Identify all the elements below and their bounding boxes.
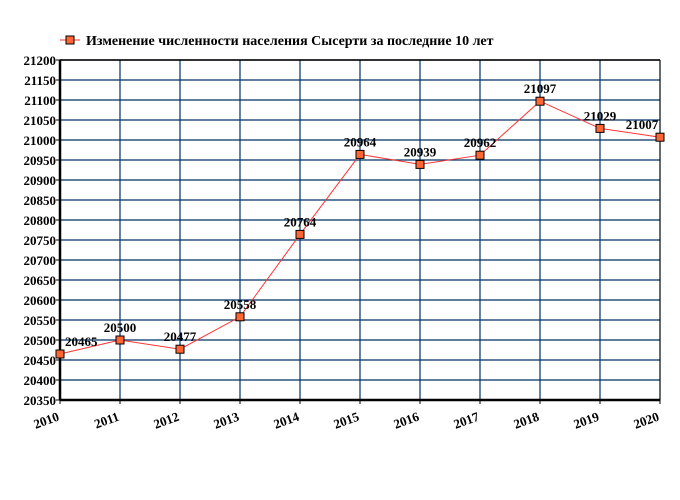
y-tick-label: 21150 (24, 73, 56, 88)
y-tick-label: 20950 (24, 153, 57, 168)
data-point-marker (415, 159, 425, 169)
y-tick-label: 20800 (24, 213, 57, 228)
x-tick-label: 2012 (151, 409, 181, 432)
data-point-marker (355, 149, 365, 159)
y-tick-label: 20850 (24, 193, 57, 208)
data-label: 21097 (524, 81, 557, 96)
y-tick-label: 20500 (24, 333, 57, 348)
x-axis-ticks: 2010 2011 2012 2013 2014 2015 2016 2017 2018 2019… (31, 409, 661, 432)
y-tick-label: 20650 (24, 273, 57, 288)
data-label: 20558 (224, 297, 257, 312)
y-tick-label: 20550 (24, 313, 57, 328)
x-tick-label: 2019 (571, 409, 601, 432)
x-tick-label: 2016 (391, 409, 421, 432)
data-label: 20964 (344, 134, 377, 149)
y-tick-label: 20350 (24, 393, 57, 408)
y-tick-label: 20450 (24, 353, 57, 368)
y-tick-label: 20900 (24, 173, 57, 188)
y-tick-label: 20400 (24, 373, 57, 388)
legend-label: Изменение численности населения Сысерти … (86, 34, 494, 49)
data-label: 20939 (404, 144, 437, 159)
legend-marker (65, 35, 75, 45)
x-tick-label: 2020 (631, 409, 661, 432)
y-tick-label: 21100 (24, 93, 56, 108)
x-tick-label: 2017 (451, 409, 481, 432)
data-point-marker (295, 229, 305, 239)
data-point-marker (595, 123, 605, 133)
data-label: 20500 (104, 320, 137, 335)
x-tick-label: 2014 (271, 409, 301, 432)
y-tick-label: 20750 (24, 233, 57, 248)
series (55, 96, 665, 359)
data-label: 21029 (584, 108, 617, 123)
data-label: 20477 (164, 329, 197, 344)
data-point-marker (55, 349, 65, 359)
legend: Изменение численности населения Сысерти … (60, 34, 494, 49)
y-tick-label: 21000 (24, 133, 57, 148)
x-tick-label: 2018 (511, 409, 541, 432)
data-point-marker (475, 150, 485, 160)
data-point-marker (535, 96, 545, 106)
x-tick-label: 2015 (331, 409, 361, 432)
data-point-marker (655, 132, 665, 142)
data-label: 20465 (65, 334, 98, 349)
data-label: 20764 (284, 214, 317, 229)
data-label: 21007 (626, 117, 659, 132)
data-label: 20962 (464, 135, 497, 150)
data-point-marker (175, 344, 185, 354)
y-tick-label: 20600 (24, 293, 57, 308)
y-tick-label: 20700 (24, 253, 57, 268)
data-labels: 20465 20500 20477 20558 20764 20964 20939 20962… (65, 81, 659, 349)
grid (59, 59, 661, 401)
y-tick-label: 21050 (24, 113, 57, 128)
x-tick-label: 2011 (92, 409, 121, 432)
data-point-marker (115, 335, 125, 345)
axes (56, 59, 661, 404)
y-axis-ticks: 20350 20400 20450 20500 20550 20600 20650 20700… (24, 53, 57, 408)
data-point-marker (235, 312, 245, 322)
x-tick-label: 2010 (31, 409, 61, 432)
x-tick-label: 2013 (211, 409, 241, 432)
y-tick-label: 21200 (24, 53, 57, 68)
